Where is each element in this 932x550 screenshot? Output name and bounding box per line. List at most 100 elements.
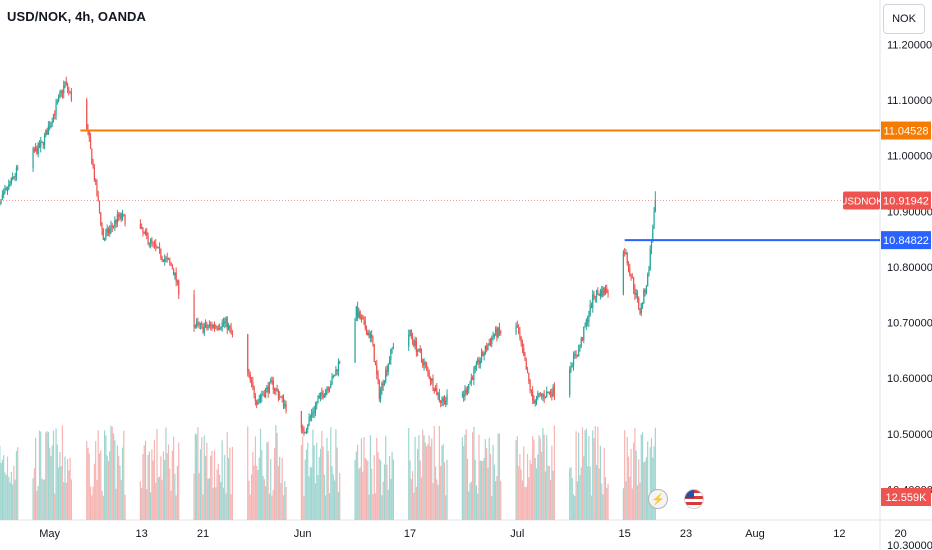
volume-bar bbox=[193, 473, 195, 520]
candle-body bbox=[216, 326, 218, 329]
volume-bar bbox=[622, 488, 624, 520]
volume-bar bbox=[13, 466, 15, 520]
last-price-label: 10.91942 bbox=[883, 196, 929, 208]
y-tick-label: 11.20000 bbox=[887, 39, 932, 51]
volume-bar bbox=[432, 483, 434, 520]
volume-bar bbox=[176, 465, 179, 520]
volume-bar bbox=[376, 437, 378, 520]
candle-body bbox=[267, 386, 269, 393]
volume-bar bbox=[155, 482, 157, 520]
candle-body bbox=[593, 294, 595, 297]
candle-body bbox=[33, 148, 35, 152]
candle-body bbox=[654, 200, 656, 212]
candle-body bbox=[575, 354, 577, 357]
candle-body bbox=[263, 394, 265, 397]
volume-bar bbox=[388, 456, 391, 520]
volume-bar bbox=[256, 466, 258, 520]
candle-body bbox=[626, 252, 628, 264]
candle-body bbox=[261, 395, 263, 397]
volume-bar bbox=[268, 493, 271, 520]
candle-body bbox=[368, 332, 370, 338]
candle-body bbox=[4, 189, 6, 193]
candle-body bbox=[156, 246, 158, 249]
candle-body bbox=[479, 360, 481, 365]
volume-bar bbox=[539, 438, 541, 520]
us-flag-event-icon[interactable] bbox=[684, 489, 704, 509]
candle-body bbox=[58, 96, 60, 102]
candle-body bbox=[598, 293, 600, 296]
candle-body bbox=[8, 184, 10, 190]
candle-body bbox=[55, 103, 57, 115]
candle-body bbox=[578, 349, 580, 357]
volume-bar bbox=[414, 436, 416, 520]
candle-body bbox=[461, 394, 463, 396]
volume-bar bbox=[56, 444, 58, 520]
candle-body bbox=[478, 359, 480, 365]
volume-bar bbox=[583, 456, 585, 520]
candle-body bbox=[174, 272, 176, 276]
volume-bar bbox=[383, 464, 386, 520]
candle-body bbox=[321, 392, 323, 395]
candle-body bbox=[231, 332, 233, 335]
candle-body bbox=[56, 101, 58, 104]
volume-bar bbox=[498, 433, 501, 520]
volume-bar bbox=[153, 439, 156, 520]
volume-label: 12.559K bbox=[886, 492, 928, 504]
candle-body bbox=[386, 369, 388, 372]
volume-bar bbox=[574, 496, 576, 520]
candle-body bbox=[427, 367, 429, 372]
candle-body bbox=[207, 326, 209, 328]
volume-bar bbox=[378, 458, 380, 520]
volume-bar bbox=[627, 456, 630, 520]
candle-body bbox=[158, 247, 161, 249]
candle-body bbox=[570, 366, 572, 369]
x-tick-label: 15 bbox=[619, 528, 631, 540]
volume-bar bbox=[322, 446, 324, 520]
volume-bar bbox=[303, 496, 305, 520]
candle-body bbox=[322, 394, 324, 398]
candle-body bbox=[265, 389, 267, 397]
volume-bar bbox=[331, 466, 333, 520]
volume-bar bbox=[207, 478, 209, 520]
volume-bar bbox=[427, 444, 429, 520]
candle-body bbox=[204, 323, 207, 328]
candle-body bbox=[574, 354, 576, 356]
candle-body bbox=[110, 225, 112, 230]
candle-body bbox=[486, 346, 488, 350]
volume-bar bbox=[438, 426, 440, 520]
candle-body bbox=[553, 386, 555, 395]
candle-body bbox=[355, 306, 357, 319]
candle-body bbox=[257, 400, 259, 405]
volume-bar bbox=[549, 479, 552, 520]
volume-bar bbox=[12, 484, 14, 520]
volume-bar bbox=[215, 487, 217, 520]
volume-bar bbox=[357, 444, 359, 520]
volume-bar bbox=[411, 471, 414, 520]
candle-body bbox=[142, 227, 144, 233]
candle-body bbox=[649, 249, 651, 270]
volume-bar bbox=[17, 447, 19, 520]
volume-bar bbox=[594, 426, 596, 520]
volume-bar bbox=[526, 453, 529, 520]
volume-bar bbox=[88, 453, 90, 520]
volume-bar bbox=[252, 451, 254, 520]
volume-bar bbox=[633, 442, 635, 520]
lightning-event-icon[interactable]: ⚡ bbox=[648, 489, 668, 509]
candle-body bbox=[308, 418, 310, 426]
candle-body bbox=[120, 213, 122, 219]
candle-body bbox=[413, 340, 415, 346]
candle-body bbox=[390, 348, 392, 360]
volume-bar bbox=[300, 444, 302, 520]
candle-body bbox=[498, 327, 501, 332]
candle-body bbox=[104, 238, 106, 241]
volume-bar bbox=[316, 442, 318, 520]
volume-bar bbox=[523, 446, 525, 520]
candle-body bbox=[277, 390, 279, 398]
volume-bar bbox=[178, 442, 180, 520]
volume-bar bbox=[362, 471, 364, 520]
candle-body bbox=[220, 327, 222, 329]
candle-body bbox=[0, 199, 2, 201]
currency-button[interactable]: NOK bbox=[883, 4, 925, 34]
volume-bar bbox=[224, 454, 226, 520]
